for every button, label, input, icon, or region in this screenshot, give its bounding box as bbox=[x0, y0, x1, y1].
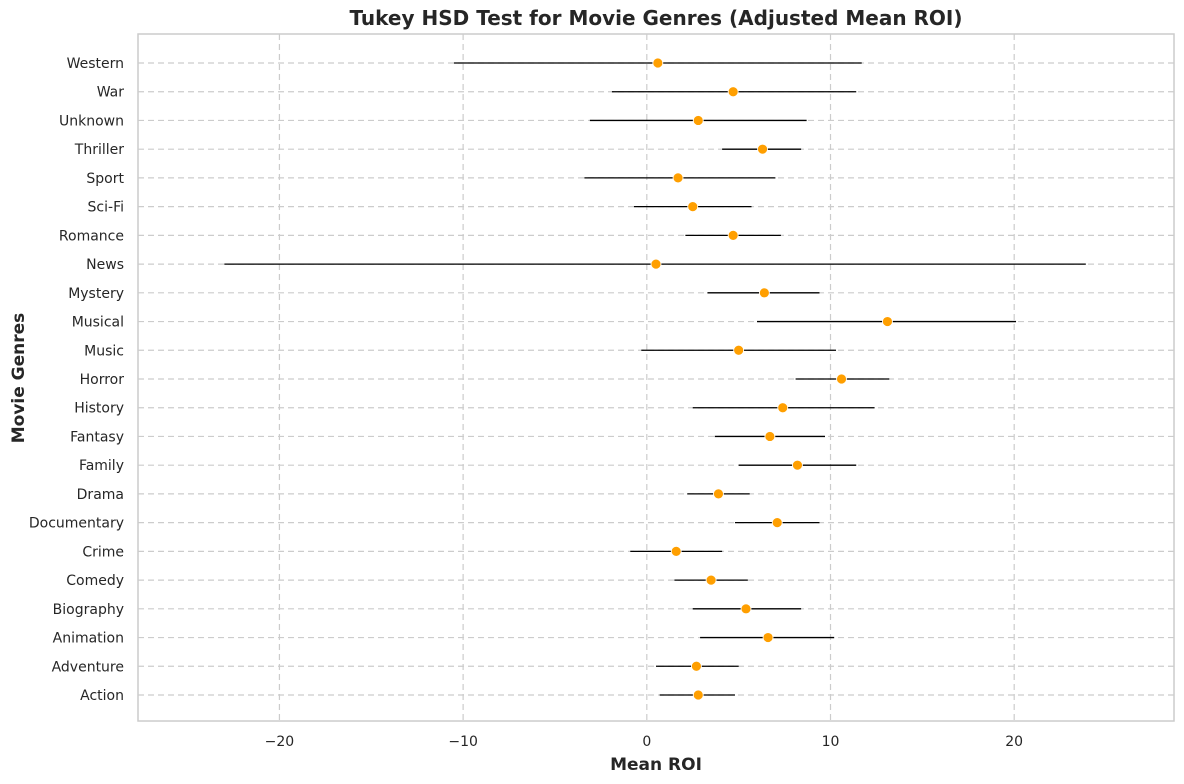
x-tick-label: −20 bbox=[265, 734, 295, 750]
y-tick-label: Sport bbox=[86, 171, 124, 187]
y-tick-label: Comedy bbox=[66, 573, 124, 589]
mean-point bbox=[650, 258, 662, 270]
mean-point bbox=[670, 545, 682, 557]
chart-title: Tukey HSD Test for Movie Genres (Adjuste… bbox=[349, 6, 962, 30]
mean-point bbox=[727, 229, 739, 241]
mean-point bbox=[764, 431, 776, 442]
mean-point bbox=[713, 488, 724, 500]
y-tick-label: Action bbox=[80, 688, 124, 704]
y-tick-label: Romance bbox=[59, 228, 124, 244]
mean-point bbox=[762, 632, 774, 643]
x-axis-label: Mean ROI bbox=[610, 755, 702, 775]
y-tick-label: Unknown bbox=[59, 113, 124, 129]
y-tick-label: History bbox=[74, 401, 124, 417]
mean-point bbox=[836, 373, 847, 385]
mean-point bbox=[758, 287, 770, 299]
y-tick-label: Music bbox=[84, 343, 124, 359]
mean-point bbox=[757, 143, 768, 155]
y-tick-label: Horror bbox=[80, 372, 125, 388]
y-tick-label: Animation bbox=[53, 631, 124, 647]
plot-frame bbox=[137, 33, 1175, 722]
mean-point bbox=[777, 402, 789, 414]
mean-point bbox=[705, 574, 717, 586]
mean-point bbox=[652, 57, 664, 69]
y-tick-label: Drama bbox=[77, 487, 124, 503]
mean-point bbox=[727, 86, 739, 98]
y-tick-label: Mystery bbox=[68, 286, 124, 302]
y-tick-label: News bbox=[86, 257, 124, 273]
y-tick-label: Sci-Fi bbox=[88, 200, 124, 216]
point-layer bbox=[650, 57, 893, 701]
y-tick-label: Thriller bbox=[74, 142, 124, 158]
grid-layer bbox=[138, 34, 1174, 721]
x-tick-label: 20 bbox=[1005, 734, 1023, 750]
y-tick-labels: Action Adventure Animation Biography Comedy C… bbox=[29, 56, 125, 704]
x-tick-labels: −20 −10 0 10 20 bbox=[265, 734, 1023, 750]
mean-point bbox=[733, 344, 745, 356]
x-tick-label: 0 bbox=[642, 734, 651, 750]
y-tick-label: Fantasy bbox=[70, 429, 124, 445]
y-tick-label: Family bbox=[79, 458, 124, 474]
y-axis-label: Movie Genres bbox=[9, 313, 29, 444]
mean-point bbox=[692, 115, 704, 126]
mean-point bbox=[687, 201, 699, 213]
y-tick-label: Documentary bbox=[29, 516, 124, 532]
y-tick-label: War bbox=[97, 85, 125, 101]
y-tick-label: Musical bbox=[72, 315, 124, 331]
y-tick-label: Crime bbox=[82, 544, 124, 560]
x-tick-label: 10 bbox=[822, 734, 840, 750]
x-tick-label: −10 bbox=[448, 734, 478, 750]
mean-point bbox=[771, 517, 783, 529]
y-tick-label: Western bbox=[67, 56, 124, 72]
y-tick-label: Biography bbox=[53, 602, 124, 618]
mean-point bbox=[692, 689, 704, 701]
y-tick-label: Adventure bbox=[52, 659, 124, 675]
mean-point bbox=[740, 603, 752, 615]
mean-point bbox=[882, 316, 893, 327]
mean-point bbox=[792, 459, 803, 471]
mean-point bbox=[672, 172, 684, 184]
mean-point bbox=[691, 660, 702, 672]
